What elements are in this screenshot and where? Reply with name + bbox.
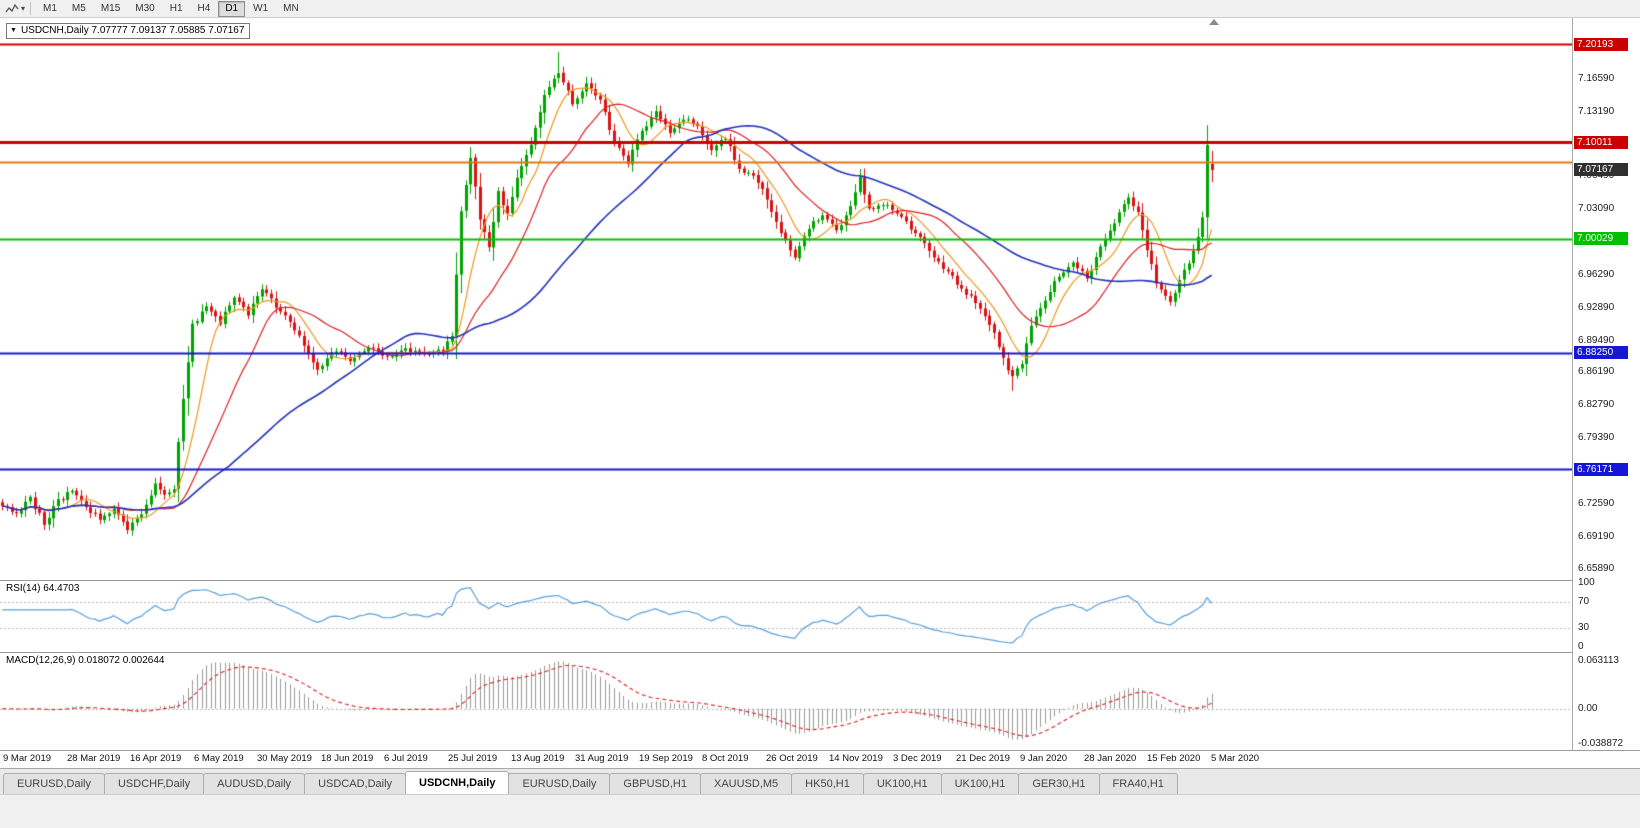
date-label: 9 Mar 2019 (3, 753, 52, 764)
chart-tab-hk50-h1[interactable]: HK50,H1 (791, 773, 864, 794)
chart-tab-uk100-h1[interactable]: UK100,H1 (862, 773, 942, 794)
status-bar (0, 794, 1640, 828)
price-axis-label: 6.86190 (1578, 366, 1615, 377)
date-label: 21 Dec 2019 (956, 753, 1010, 764)
chart-pointer-icon[interactable] (3, 1, 21, 16)
toolbar-separator (30, 2, 32, 15)
price-axis-label: 6.69190 (1578, 531, 1615, 542)
timeframe-button-m5[interactable]: M5 (71, 2, 86, 14)
rsi-axis-label: 100 (1578, 577, 1595, 588)
timeframe-toolbar: ▾ M1 M5 M15 M30 H1 H4 D1 W1 MN (0, 0, 1640, 18)
date-label: 16 Apr 2019 (130, 753, 182, 764)
chart-tab-gbpusd-h1[interactable]: GBPUSD,H1 (609, 773, 701, 794)
price-axis-label: 6.79390 (1578, 432, 1615, 443)
date-label: 30 May 2019 (257, 753, 312, 764)
date-label: 28 Mar 2019 (67, 753, 121, 764)
rsi-axis-label: 30 (1578, 622, 1590, 633)
price-axis-label: 6.89490 (1578, 335, 1615, 346)
dropdown-caret-icon[interactable]: ▾ (21, 4, 26, 13)
price-axis-label: 6.72590 (1578, 498, 1615, 509)
timeframe-button-m1[interactable]: M1 (43, 2, 57, 14)
price-level-tag: 6.76171 (1574, 463, 1628, 476)
date-label: 9 Jan 2020 (1020, 753, 1068, 764)
price-axis-label: 6.96290 (1578, 269, 1615, 280)
panel-splitter-macd[interactable] (0, 652, 1640, 653)
price-axis-label: 7.16590 (1578, 73, 1615, 84)
price-axis-label: 6.92890 (1578, 302, 1615, 313)
date-label: 5 Mar 2020 (1211, 753, 1260, 764)
rsi-axis-label: 70 (1578, 596, 1590, 607)
date-axis[interactable] (0, 750, 1640, 768)
chart-tab-eurusd-daily[interactable]: EURUSD,Daily (3, 773, 105, 794)
date-label: 25 Jul 2019 (448, 753, 498, 764)
price-level-tag: 6.88250 (1574, 346, 1628, 359)
rsi-axis-label: 0 (1578, 641, 1584, 652)
macd-axis-label: 0.00 (1578, 703, 1598, 714)
price-axis-label: 7.03090 (1578, 203, 1615, 214)
date-label: 15 Feb 2020 (1147, 753, 1201, 764)
chart-tab-fra40-h1[interactable]: FRA40,H1 (1098, 773, 1178, 794)
date-label: 28 Jan 2020 (1084, 753, 1137, 764)
timeframe-button-h1[interactable]: H1 (169, 2, 183, 14)
price-axis-label: 6.65890 (1578, 563, 1615, 574)
price-level-tag: 7.20193 (1574, 38, 1628, 51)
chart-tab-xauusd-m5[interactable]: XAUUSD,M5 (699, 773, 793, 794)
chart-tab-usdcnh-daily[interactable]: USDCNH,Daily (405, 771, 510, 794)
date-label: 14 Nov 2019 (829, 753, 883, 764)
timeframe-buttons: M1 M5 M15 M30 H1 H4 D1 W1 MN (36, 0, 307, 17)
timeframe-button-mn[interactable]: MN (283, 2, 299, 14)
macd-axis-label: -0.038872 (1578, 738, 1624, 749)
rsi-label: RSI(14) 64.4703 (6, 583, 80, 594)
date-label: 18 Jun 2019 (321, 753, 374, 764)
price-level-tag: 7.10011 (1574, 136, 1628, 149)
chart-shift-marker-icon[interactable] (1209, 19, 1219, 25)
chart-tab-usdcad-daily[interactable]: USDCAD,Daily (304, 773, 407, 794)
chart-line-icon (5, 3, 19, 12)
date-label: 3 Dec 2019 (893, 753, 942, 764)
chart-header-box[interactable]: ▼ USDCNH,Daily 7.07777 7.09137 7.05885 7… (6, 23, 251, 39)
timeframe-button-w1[interactable]: W1 (253, 2, 269, 14)
date-label: 13 Aug 2019 (511, 753, 565, 764)
current-price-tag: 7.07167 (1574, 163, 1628, 176)
chart-tab-uk100-h1[interactable]: UK100,H1 (940, 773, 1020, 794)
chart-tab-eurusd-daily[interactable]: EURUSD,Daily (508, 773, 611, 794)
timeframe-button-d1[interactable]: D1 (218, 0, 246, 17)
date-label: 8 Oct 2019 (702, 753, 749, 764)
price-chart-canvas[interactable] (0, 18, 1572, 580)
chart-header-text: USDCNH,Daily 7.07777 7.09137 7.05885 7.0… (20, 25, 245, 36)
panel-splitter-rsi[interactable] (0, 580, 1640, 581)
chart-menu-arrow-icon[interactable]: ▼ (10, 27, 17, 34)
rsi-panel-canvas[interactable] (0, 581, 1572, 650)
macd-label: MACD(12,26,9) 0.018072 0.002644 (6, 655, 165, 666)
date-label: 6 Jul 2019 (384, 753, 428, 764)
bottom-tabs: EURUSD,Daily USDCHF,Daily AUDUSD,Daily USDC… (0, 768, 1640, 794)
chart-tab-audusd-daily[interactable]: AUDUSD,Daily (203, 773, 306, 794)
timeframe-button-m15[interactable]: M15 (100, 2, 121, 14)
date-label: 6 May 2019 (194, 753, 244, 764)
timeframe-button-h4[interactable]: H4 (197, 2, 211, 14)
date-label: 19 Sep 2019 (639, 753, 693, 764)
chart-tab-ger30-h1[interactable]: GER30,H1 (1018, 773, 1100, 794)
macd-axis-label: 0.063113 (1578, 655, 1619, 666)
price-axis-label: 7.13190 (1578, 106, 1615, 117)
price-axis-label: 6.82790 (1578, 399, 1615, 410)
date-label: 31 Aug 2019 (575, 753, 629, 764)
chart-tab-usdchf-daily[interactable]: USDCHF,Daily (103, 773, 205, 794)
macd-panel-canvas[interactable] (0, 653, 1572, 750)
timeframe-button-m30[interactable]: M30 (135, 2, 155, 14)
price-level-tag: 7.00029 (1574, 232, 1628, 245)
date-label: 26 Oct 2019 (766, 753, 818, 764)
